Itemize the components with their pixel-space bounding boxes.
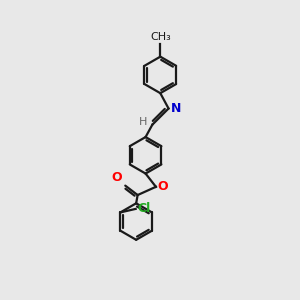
Text: H: H <box>139 117 147 127</box>
Text: O: O <box>158 180 168 193</box>
Text: Cl: Cl <box>137 202 151 215</box>
Text: N: N <box>171 102 181 115</box>
Text: O: O <box>112 171 122 184</box>
Text: CH₃: CH₃ <box>150 32 171 42</box>
